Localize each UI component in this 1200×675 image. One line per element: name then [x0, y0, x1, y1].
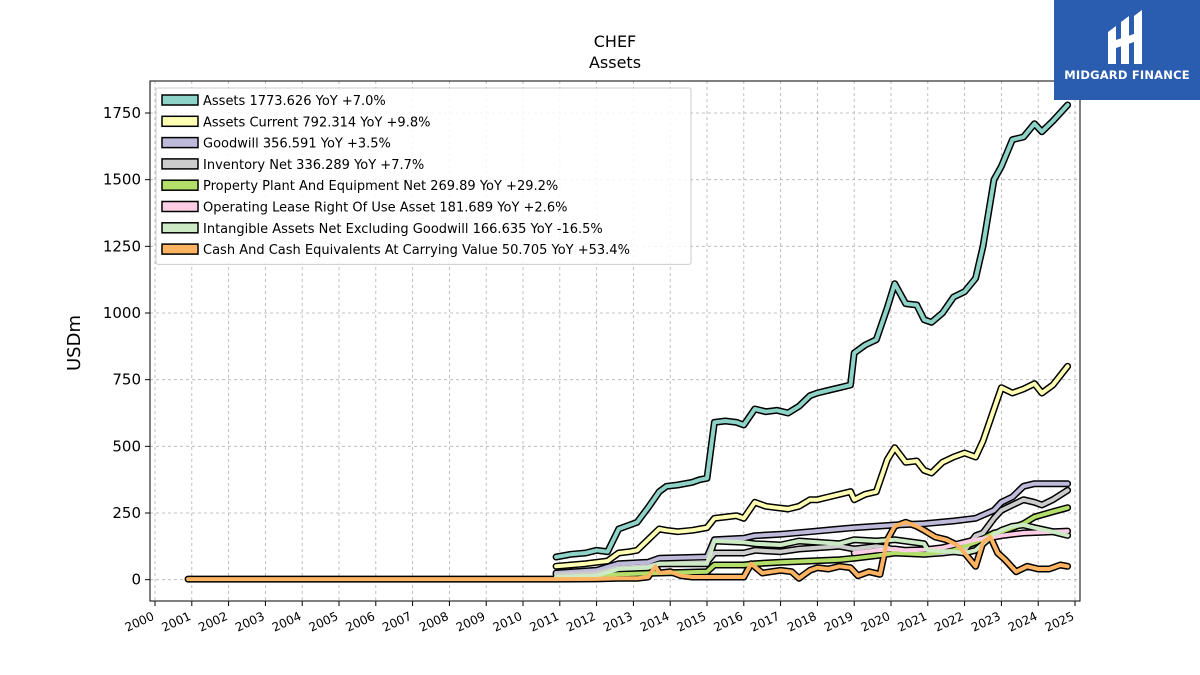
series-lines	[184, 101, 1072, 583]
legend-entry: Goodwill 356.591 YoY +3.5%	[203, 137, 391, 152]
x-tick-label: 2025	[1043, 609, 1077, 635]
x-tick-label: 2012	[564, 609, 598, 635]
y-tick-label: 1750	[103, 104, 141, 122]
x-tick-label: 2000	[123, 609, 157, 635]
x-tick-label: 2014	[638, 609, 672, 635]
legend-swatch	[161, 115, 199, 128]
series-line-assets	[554, 103, 1070, 559]
x-tick-label: 2001	[159, 609, 193, 635]
legend-entry: Assets 1773.626 YoY +7.0%	[203, 94, 386, 109]
x-tick-label: 2009	[454, 609, 488, 635]
legend-swatch	[161, 94, 199, 106]
chart-subtitle: Assets	[589, 53, 641, 72]
legend-entry: Inventory Net 336.289 YoY +7.7%	[203, 158, 424, 173]
x-tick-label: 2005	[307, 609, 341, 635]
x-tick-label: 2010	[491, 609, 525, 635]
x-tick-label: 2015	[675, 609, 709, 635]
legend-entry: Intangible Assets Net Excluding Goodwill…	[203, 222, 603, 237]
x-tick-label: 2016	[711, 609, 745, 635]
legend-swatch	[161, 136, 199, 149]
brand-logo: MIDGARD FINANCE	[1054, 0, 1200, 100]
legend-entry: Assets Current 792.314 YoY +9.8%	[203, 115, 430, 130]
x-tick-label: 2018	[785, 609, 819, 635]
legend-entry: Cash And Cash Equivalents At Carrying Va…	[203, 243, 630, 258]
x-axis: 2000 2001 2002 2003 2004 2005 2006 2007 2008 2009…	[123, 601, 1077, 635]
legend: Assets 1773.626 YoY +7.0% Assets Current …	[155, 87, 692, 265]
series-line-goodwill	[554, 481, 1070, 575]
midgard-logo-icon	[1108, 10, 1142, 64]
legend-swatch	[161, 158, 199, 170]
x-tick-label: 2023	[969, 609, 1003, 635]
legend-swatch	[161, 200, 199, 213]
x-tick-label: 2022	[932, 609, 966, 635]
y-tick-label: 1250	[103, 237, 141, 255]
x-tick-label: 2008	[417, 609, 451, 635]
x-tick-label: 2013	[601, 609, 635, 635]
x-tick-label: 2020	[859, 609, 893, 635]
legend-box	[155, 87, 692, 265]
y-axis-label: USDm	[64, 315, 85, 371]
y-tick-label: 1000	[103, 304, 141, 322]
series-line-intangible-assets-net-excluding-goodwill	[554, 523, 1070, 579]
x-tick-label: 2004	[270, 609, 304, 635]
legend-swatch	[161, 243, 199, 255]
series-line-cash-and-cash-equivalents-at-carrying-value	[186, 520, 1070, 582]
chart-title: CHEF	[594, 32, 637, 51]
y-tick-label: 750	[112, 371, 141, 389]
legend-entry: Operating Lease Right Of Use Asset 181.6…	[203, 201, 567, 216]
legend-swatch	[161, 179, 199, 191]
x-tick-label: 2006	[343, 609, 377, 635]
y-axis: 0 250 500 750 1000 1250 1500 1750	[103, 104, 150, 589]
plot-frame	[149, 80, 1081, 602]
x-tick-label: 2021	[895, 609, 929, 635]
x-tick-label: 2019	[822, 609, 856, 635]
y-tick-label: 0	[131, 571, 141, 589]
x-tick-label: 2024	[1006, 609, 1040, 635]
y-tick-label: 250	[112, 504, 141, 522]
legend-swatch	[161, 222, 199, 234]
y-tick-label: 500	[112, 437, 141, 455]
x-tick-label: 2003	[233, 609, 267, 635]
brand-name: MIDGARD FINANCE	[1064, 68, 1190, 82]
y-tick-label: 1500	[103, 171, 141, 189]
x-tick-label: 2017	[748, 609, 782, 635]
x-tick-label: 2007	[380, 609, 414, 635]
legend-entry: Property Plant And Equipment Net 269.89 …	[203, 179, 558, 194]
series-line-assets-current	[554, 364, 1070, 569]
x-tick-label: 2002	[196, 609, 230, 635]
x-tick-label: 2011	[527, 609, 561, 635]
